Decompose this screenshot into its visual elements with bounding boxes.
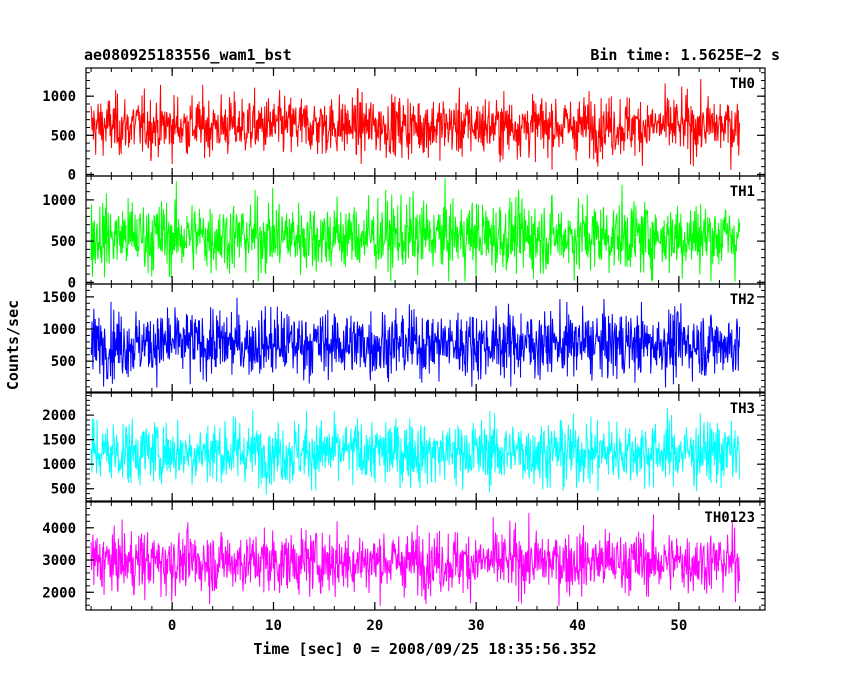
x-tick-label: 30: [468, 618, 485, 634]
x-axis-label: Time [sec] 0 = 2008/09/25 18:35:56.352: [253, 640, 596, 658]
y-tick-label: 500: [51, 128, 76, 144]
y-tick-label: 1000: [42, 457, 76, 473]
panel-label: TH2: [730, 292, 755, 308]
x-tick-label: 40: [569, 618, 586, 634]
panel-th3: 500 1000 1500 2000 TH3: [42, 392, 766, 502]
series-th3: [90, 408, 741, 495]
panel-th0: 0 500 1000 TH0: [42, 67, 766, 183]
y-tick-label: 1000: [42, 193, 76, 209]
y-tick-label: 1000: [42, 322, 76, 338]
x-tick-label: 0: [168, 618, 176, 634]
chart-title-left: ae080925183556_wam1_bst: [84, 46, 292, 64]
panel-th2: 500 1000 1500 TH2: [42, 283, 766, 393]
y-tick-label: 1500: [42, 433, 76, 449]
y-tick-label: 1000: [42, 89, 76, 105]
x-axis: 0 10 20 30 40 50: [168, 618, 687, 634]
y-tick-label: 500: [51, 234, 76, 250]
panel-label: TH0: [730, 76, 755, 92]
y-tick-label: 0: [68, 167, 76, 183]
y-tick-label: 1500: [42, 290, 76, 306]
chart-title-right: Bin time: 1.5625E−2 s: [590, 46, 780, 64]
panel-frame: [85, 392, 766, 502]
series-th0: [90, 79, 741, 170]
panels-group: 0 500 1000 TH0 0 500 1000 TH1 500 1000 1500 TH2 500 1…: [42, 67, 766, 611]
y-tick-label: 0: [68, 275, 76, 291]
y-tick-label: 2000: [42, 585, 76, 601]
series-th2: [90, 297, 741, 388]
y-tick-label: 500: [51, 354, 76, 370]
y-tick-label: 500: [51, 482, 76, 498]
x-tick-label: 20: [366, 618, 383, 634]
x-tick-label: 10: [265, 618, 282, 634]
y-tick-label: 4000: [42, 521, 76, 537]
x-tick-label: 50: [670, 618, 687, 634]
panel-label: TH3: [730, 401, 755, 417]
panel-th0123: 2000 3000 4000 TH0123: [42, 501, 766, 611]
y-tick-label: 3000: [42, 553, 76, 569]
panel-label: TH0123: [704, 510, 755, 526]
panel-label: TH1: [730, 184, 755, 200]
panel-frame: [85, 283, 766, 393]
panel-th1: 0 500 1000 TH1: [42, 175, 766, 291]
series-th0123: [90, 512, 741, 606]
panel-frame: [85, 501, 766, 611]
y-axis-label: Counts/sec: [4, 300, 22, 390]
series-th1: [90, 177, 741, 282]
y-tick-label: 2000: [42, 408, 76, 424]
